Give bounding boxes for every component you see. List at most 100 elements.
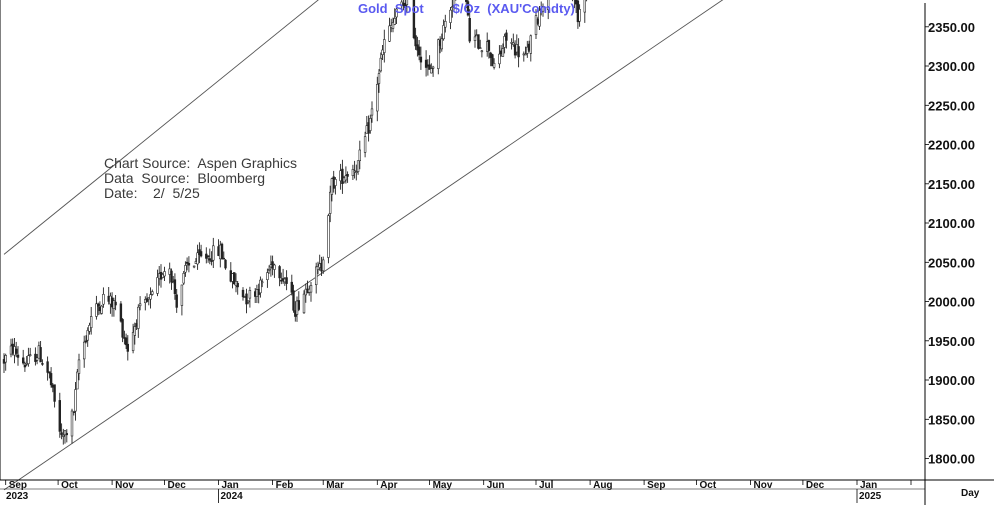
x-month-label: Mar <box>326 480 344 491</box>
y-tick-label: 1950.00 <box>928 334 975 349</box>
candle-body <box>498 53 501 65</box>
candle-body <box>156 277 159 294</box>
x-month-label: Dec <box>168 480 187 491</box>
candle-body <box>247 300 250 303</box>
candle-body <box>170 270 173 283</box>
candle-body <box>175 294 178 308</box>
x-year-label: 2023 <box>6 491 29 502</box>
y-tick-label: 2050.00 <box>928 255 975 270</box>
x-month-label: Jul <box>539 480 554 491</box>
candle-body <box>236 282 239 288</box>
candle-body <box>119 303 123 322</box>
candle-body <box>185 261 189 264</box>
candle-body <box>451 6 454 8</box>
candle-body <box>138 303 142 307</box>
chart-title: Gold Spot $/Oz (XAU'Comdty) <box>358 1 575 16</box>
candle-body <box>292 290 295 311</box>
candle-body <box>76 371 79 390</box>
candle-body <box>405 0 409 5</box>
candle-body <box>210 260 213 262</box>
candle-body <box>449 9 452 23</box>
candle-body <box>173 279 177 295</box>
candle-body <box>39 347 42 363</box>
candle-body <box>334 179 337 186</box>
candle-body <box>77 359 81 374</box>
candle-body <box>321 259 325 272</box>
candle-body <box>468 17 471 42</box>
candle-body <box>131 332 135 351</box>
candle-body <box>63 430 67 436</box>
candle-body <box>417 46 421 56</box>
candle-body <box>124 337 128 346</box>
candle-body <box>72 411 76 413</box>
candle-body <box>341 168 344 185</box>
x-year-label: 2024 <box>221 491 244 502</box>
candle-body <box>180 284 184 306</box>
candle-body <box>100 305 103 314</box>
candle-body <box>309 284 313 293</box>
candle-body <box>297 300 300 310</box>
x-month-label: Dec <box>806 480 825 491</box>
candle-body <box>187 262 191 266</box>
candle-body <box>501 48 505 57</box>
candle-body <box>578 9 581 22</box>
trend-line-lower-channel <box>3 0 724 491</box>
candle-body <box>314 266 318 285</box>
candle-body <box>23 364 27 368</box>
y-tick-label: 2250.00 <box>928 98 975 113</box>
candle-body <box>102 293 105 305</box>
trend-lines-layer <box>3 0 724 491</box>
candle-body <box>327 215 330 258</box>
candle-body <box>86 330 89 341</box>
candle-body <box>46 361 49 373</box>
candle-body <box>538 10 541 27</box>
x-month-label: Oct <box>700 480 717 491</box>
x-month-label: May <box>433 480 453 491</box>
candle-body <box>88 324 91 332</box>
candle-body <box>259 279 262 294</box>
chart-info-block: Chart Source: Aspen Graphics Data Source… <box>104 156 297 201</box>
y-tick-label: 1850.00 <box>928 412 975 427</box>
candle-body <box>21 357 25 364</box>
candle-body <box>424 59 428 68</box>
candle-body <box>440 38 443 50</box>
x-month-label: Sep <box>9 480 27 491</box>
candle-body <box>414 35 417 47</box>
candle-body <box>133 326 136 336</box>
x-month-label: Nov <box>115 480 134 491</box>
candle-body <box>529 35 533 54</box>
candle-body <box>220 243 224 260</box>
candle-body <box>266 272 269 281</box>
chart-source-line: Chart Source: Aspen Graphics <box>104 155 297 171</box>
candle-body <box>358 149 361 161</box>
candle-body <box>583 0 587 13</box>
candle-body <box>121 319 124 338</box>
candle-body <box>344 175 348 181</box>
candle-body <box>419 56 423 63</box>
candle-body <box>473 36 477 42</box>
x-month-label: Jan <box>222 480 239 491</box>
y-tick-label: 2300.00 <box>928 59 975 74</box>
candle-body <box>151 291 154 295</box>
y-tick-label: 2000.00 <box>928 295 975 310</box>
candle-body <box>328 191 332 214</box>
x-axis-label: Day <box>961 488 980 499</box>
x-month-label: Jun <box>487 480 505 491</box>
candle-body <box>145 298 149 302</box>
x-month-label: Apr <box>380 480 397 491</box>
candle-body <box>278 266 281 279</box>
candle-body <box>114 301 117 306</box>
candle-body <box>437 39 440 69</box>
candle-body <box>505 32 508 41</box>
candle-body <box>280 279 283 282</box>
candles-layer <box>2 0 588 445</box>
candle-body <box>60 432 63 435</box>
candle-body <box>16 354 20 358</box>
candle-body <box>206 255 210 257</box>
candle-body <box>444 20 447 28</box>
candle-body <box>517 46 520 58</box>
candle-body <box>370 108 374 116</box>
candle-body <box>491 54 494 67</box>
candle-body <box>224 259 227 269</box>
